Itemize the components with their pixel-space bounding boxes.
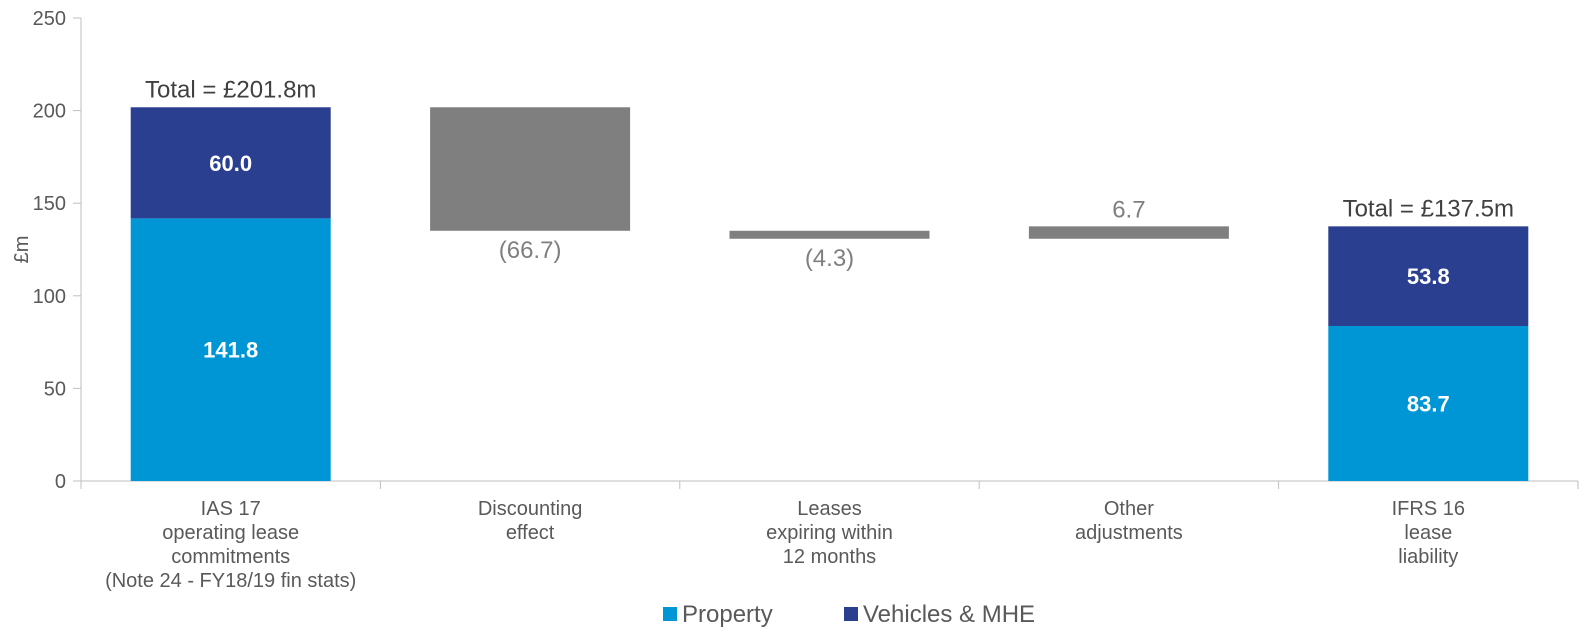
x-category-label: IFRS 16 lease liability: [1392, 498, 1465, 568]
y-tick-label: 250: [33, 8, 66, 30]
legend-label: Vehicles & MHE: [863, 601, 1035, 628]
y-tick-label: 50: [44, 378, 66, 400]
data-labels: 141.8 60.0 83.7 53.8 (66.7) (4.3) 6.7 Total = £…: [145, 76, 1514, 416]
x-category-label: Leases expiring within 12 months: [766, 498, 893, 568]
y-axis-title: £m: [11, 236, 33, 264]
legend-swatch: [844, 607, 858, 621]
bar-vehicles-mhe[interactable]: [1328, 226, 1529, 326]
bridge-value-label: 6.7: [1112, 196, 1145, 223]
bridge-bar[interactable]: [430, 107, 631, 231]
bar-vehicles-mhe[interactable]: [130, 107, 331, 219]
x-category-label: Discounting effect: [478, 498, 583, 544]
y-tick-label: 150: [33, 193, 66, 215]
total-label: Total = £137.5m: [1343, 195, 1514, 222]
x-category-label: Other adjustments: [1075, 498, 1183, 544]
bar-property[interactable]: [1328, 325, 1529, 481]
legend-label: Property: [682, 601, 773, 628]
x-axis: IAS 17 operating lease commitments (Note 24…: [80, 480, 1579, 592]
bar-property[interactable]: [130, 218, 331, 481]
bridge-bar[interactable]: [1028, 226, 1229, 239]
segment-value-label: 60.0: [209, 151, 252, 176]
x-category-label: IAS 17 operating lease commitments (Note 24…: [105, 498, 356, 592]
y-tick-label: 200: [33, 101, 66, 123]
bars: [130, 107, 1529, 481]
total-label: Total = £201.8m: [145, 76, 316, 103]
bridge-value-label: (66.7): [499, 237, 562, 264]
bridge-bar[interactable]: [729, 230, 930, 239]
y-tick-label: 100: [33, 286, 66, 308]
segment-value-label: 53.8: [1407, 264, 1450, 289]
bridge-value-label: (4.3): [805, 245, 854, 272]
segment-value-label: 141.8: [203, 338, 258, 363]
segment-value-label: 83.7: [1407, 391, 1450, 416]
legend-item[interactable]: Property: [663, 601, 773, 628]
y-axis: 0 50 100 150 200 250 £m: [11, 8, 82, 493]
y-tick-label: 0: [55, 471, 66, 493]
legend-swatch: [663, 607, 677, 621]
legend-item[interactable]: Vehicles & MHE: [844, 601, 1035, 628]
legend[interactable]: Property Vehicles & MHE: [663, 601, 1035, 628]
